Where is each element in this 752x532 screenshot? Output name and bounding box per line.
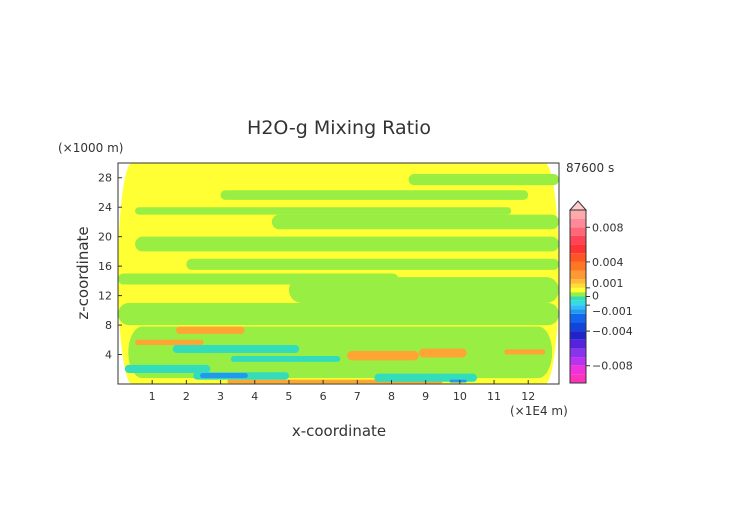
field-region-green [186,258,559,270]
colorbar-swatch [570,300,586,306]
x-tick-label: 1 [149,390,156,403]
y-tick-label: 24 [98,201,112,214]
field-region-cyan [172,344,300,354]
field-region-blue [449,379,467,383]
time-label: 87600 s [566,161,614,175]
field-region-blue [200,372,248,379]
chart-title: H2O-g Mixing Ratio [247,117,431,139]
plot-frame [117,162,560,385]
x-tick-label: 11 [487,390,501,403]
x-tick-label: 3 [217,390,224,403]
colorbar-swatch [570,292,586,297]
colorbar-swatch [570,227,586,236]
x-tick-label: 4 [251,390,258,403]
x-axis: 1 2 3 4 5 6 7 8 9 10 11 12 [149,380,535,403]
x-tick-label: 6 [320,390,327,403]
field-region-green [408,174,559,186]
colorbar-tick-label: −0.008 [592,360,633,373]
colorbar-swatch [570,322,586,332]
x-tick-label: 8 [388,390,395,403]
field-region-orange [135,339,204,345]
colorbar-swatch [570,309,586,314]
colorbar-swatch [570,283,586,288]
plot-area [118,163,559,384]
y-tick-label: 8 [105,319,112,332]
y-tick-label: 20 [98,231,112,244]
field-region-orange [176,326,245,334]
colorbar-swatch [570,348,586,358]
colorbar-swatch [570,296,586,301]
colorbar-swatch [570,270,586,280]
colorbar-swatch [570,339,586,349]
field-region-green [118,273,399,285]
colorbar-swatch [570,287,586,293]
colorbar-tick-label: −0.001 [592,305,633,318]
colorbar-swatch [570,331,586,340]
x-tick-label: 9 [422,390,429,403]
field-region-green [128,326,553,379]
colorbar-swatch [570,305,586,310]
x-tick-label: 2 [183,390,190,403]
field-region-cyan [124,364,211,373]
field-region-green [135,236,559,252]
x-axis-label: x-coordinate [292,422,386,440]
y-tick-label: 16 [98,260,112,273]
colorbar-tick-label: −0.004 [592,325,633,338]
field-region-cyan [230,356,341,362]
field-region-orange [504,349,546,355]
colorbar-swatch [570,210,586,219]
colorbar-extend-triangle [568,200,588,211]
x-tick-label: 10 [453,390,467,403]
y-axis-unit: (×1000 m) [58,141,123,155]
colorbar-swatch [570,218,586,228]
field-region-green [118,302,559,326]
colorbar-swatch [570,313,586,323]
y-axis-label: z-coordinate [74,226,92,319]
colorbar-swatch [570,253,586,262]
field-region-green [135,207,512,215]
field-region-green [220,190,529,200]
colorbar-swatch [570,279,586,284]
x-tick-label: 5 [285,390,292,403]
colorbar-swatch [570,261,586,271]
colorbar-tick-label: 0 [592,290,599,303]
colorbar-swatch [570,244,586,254]
colorbar-tick-label: 0.004 [592,256,624,269]
y-tick-label: 12 [98,290,112,303]
y-tick-label: 4 [105,349,112,362]
colorbar-swatch [570,374,586,383]
x-axis-unit: (×1E4 m) [510,404,568,418]
y-tick-label: 28 [98,172,112,185]
x-tick-label: 12 [521,390,535,403]
field-region-green [271,214,559,230]
y-axis: 4 8 12 16 20 24 28 [98,172,122,362]
colorbar-swatch [570,365,586,375]
field-region-orange [347,350,419,361]
colorbar-tick-label: 0.001 [592,277,624,290]
colorbar-swatch [570,235,586,245]
x-tick-label: 7 [354,390,361,403]
colorbar-swatch [570,357,586,366]
colorbar-tick-label: 0.008 [592,221,624,234]
field-region-orange [418,348,467,358]
